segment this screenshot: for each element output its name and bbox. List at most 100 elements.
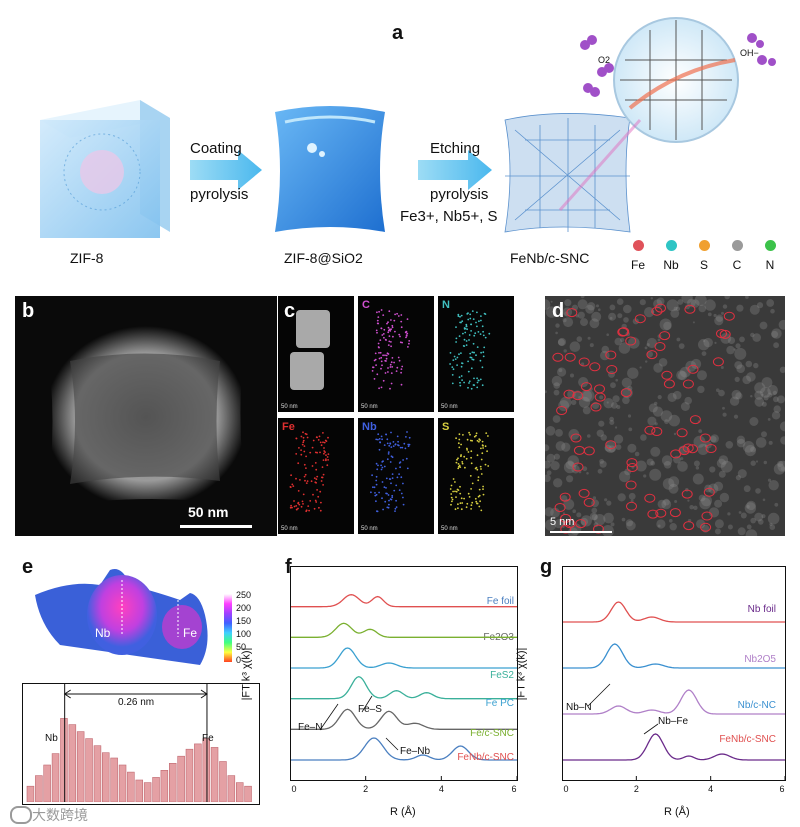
panel-e-fe-peak-label: Fe <box>183 626 198 640</box>
element-legend: Fe Nb S C N <box>625 238 795 282</box>
profile-bar <box>110 757 118 802</box>
colorbar-tick: 200 <box>236 603 252 613</box>
x-tick-label: 2 <box>363 784 368 794</box>
profile-bar <box>135 779 144 802</box>
colorbar-tick: 50 <box>236 642 247 652</box>
arrow2-bottom-label: pyrolysis <box>430 186 489 203</box>
series-label: FeS2 <box>490 670 514 681</box>
panel-b-scale-label: 50 nm <box>188 504 229 520</box>
x-tick-label: 6 <box>511 784 516 794</box>
zif8-sio2-cube <box>275 106 385 232</box>
series-line-2 <box>291 676 517 700</box>
eds-map-scale-label: 50 nm <box>441 526 458 532</box>
atom-circle <box>684 304 696 314</box>
panel-d-stem-image <box>545 296 785 536</box>
legend-label-nb: Nb <box>663 258 679 272</box>
atom-circle <box>723 311 735 321</box>
atom-circle <box>676 428 688 438</box>
x-tick-label: 0 <box>291 784 296 794</box>
atom-circle <box>683 521 695 531</box>
atom-circle <box>703 487 715 497</box>
annotation-label: Fe–Nb <box>400 746 430 757</box>
profile-bar <box>160 770 169 802</box>
atom-circle <box>651 306 663 316</box>
profile-bar <box>118 764 127 802</box>
step-label-zif8: ZIF-8 <box>70 250 104 266</box>
profile-bar <box>93 745 102 802</box>
atom-circle <box>701 511 713 521</box>
colorbar-tick: 150 <box>236 616 252 626</box>
atom-circle <box>646 350 658 360</box>
series-line-0 <box>291 737 517 761</box>
atom-circle <box>659 331 671 341</box>
atom-circle <box>552 352 564 362</box>
atom-circle <box>594 384 605 394</box>
panel-f-ylabel: |FT k³ χ(k)| <box>240 647 253 701</box>
eds-map-haadf: 50 nm <box>278 296 354 412</box>
eds-map-scale-label: 50 nm <box>441 404 458 410</box>
atom-circle <box>644 425 656 435</box>
fenb-framework <box>504 113 631 233</box>
profile-bar <box>68 724 77 802</box>
legend-dot-c <box>732 240 743 251</box>
profile-bar <box>185 748 194 802</box>
series-label: FeNb/c-SNC <box>457 752 514 763</box>
panel-a-illustration <box>40 17 776 238</box>
zoom-oh-label: OH− <box>740 48 759 58</box>
series-line-2 <box>563 643 785 669</box>
atom-circle <box>554 503 566 512</box>
panel-c-letter: c <box>284 300 296 322</box>
eds-map-s: S 50 nm <box>438 418 514 534</box>
atom-circle <box>560 524 572 534</box>
legend-label-c: C <box>732 258 742 272</box>
panel-d-letter: d <box>552 300 565 322</box>
arrow2-top-label: Etching <box>430 140 481 157</box>
eds-map-label: N <box>442 299 450 311</box>
atom-circle <box>705 444 717 453</box>
panel-e-letter: e <box>22 556 34 578</box>
atom-circle <box>589 362 601 372</box>
profile-bar <box>202 738 211 802</box>
atom-circle <box>580 382 592 392</box>
panel-e-bar-fe-label: Fe <box>202 733 214 744</box>
atom-circle <box>625 336 637 346</box>
eds-map-nb: Nb 50 nm <box>358 418 434 534</box>
step-label-final: FeNb/c-SNC <box>510 250 590 266</box>
atom-circle <box>559 492 571 502</box>
x-tick-label: 4 <box>708 784 713 794</box>
profile-bar <box>102 752 110 802</box>
colorbar-tick: 100 <box>236 629 252 639</box>
series-label: Nb2O5 <box>744 654 776 665</box>
atom-circle <box>661 370 673 380</box>
arrow2-ions-label: Fe3+, Nb5+, S <box>400 208 498 225</box>
eds-map-label: Nb <box>362 421 377 433</box>
annotation-label: Nb–Fe <box>658 716 688 727</box>
atom-circle <box>678 446 690 456</box>
series-line-3 <box>563 601 785 623</box>
legend-label-fe: Fe <box>630 258 645 272</box>
profile-bar <box>60 718 68 802</box>
atom-circle <box>682 443 694 453</box>
eds-map-label: Fe <box>282 421 295 433</box>
eds-map-scale-label: 50 nm <box>361 526 378 532</box>
atom-circle <box>564 352 576 362</box>
panel-d-scale-bar <box>550 531 612 533</box>
x-tick-label: 2 <box>634 784 639 794</box>
series-label: FeNb/c-SNC <box>719 734 776 745</box>
panel-e-line-profile <box>26 684 252 802</box>
atom-circle <box>700 522 712 532</box>
o2-molecules <box>580 33 776 97</box>
panel-e-colorbar <box>224 594 232 662</box>
atom-circle <box>712 357 724 367</box>
profile-bar <box>177 755 185 802</box>
atom-circle <box>651 427 663 436</box>
atom-circle <box>617 327 629 337</box>
atom-circle <box>578 357 590 367</box>
panel-d-scale-label: 5 nm <box>550 516 575 528</box>
watermark-logo-icon <box>10 806 32 824</box>
atom-circle <box>583 497 595 507</box>
atom-circle <box>572 391 584 401</box>
watermark: 大数跨境 <box>32 807 88 823</box>
series-line-4 <box>291 622 517 638</box>
